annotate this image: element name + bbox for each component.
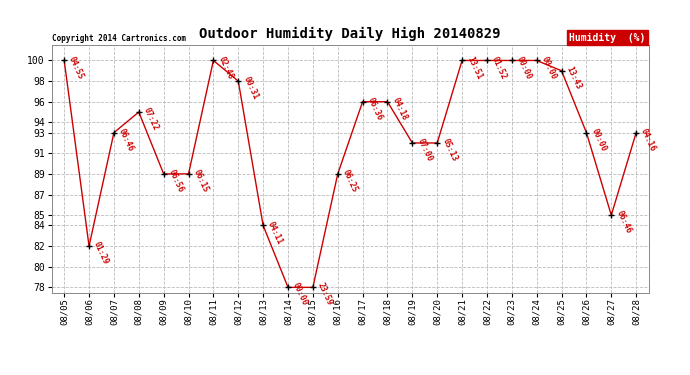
Title: Outdoor Humidity Daily High 20140829: Outdoor Humidity Daily High 20140829 [199,27,501,41]
Text: 00:00: 00:00 [515,55,533,81]
Text: 06:46: 06:46 [614,209,633,235]
Text: 01:52: 01:52 [490,55,509,81]
Text: 04:55: 04:55 [67,55,86,81]
Text: 06:25: 06:25 [341,168,359,194]
Text: 04:18: 04:18 [391,96,409,122]
Text: 00:31: 00:31 [241,75,259,101]
Text: 05:13: 05:13 [440,137,459,163]
Text: 06:56: 06:56 [167,168,185,194]
Text: 06:46: 06:46 [117,127,135,153]
Text: 02:48: 02:48 [217,55,235,81]
Text: 07:22: 07:22 [141,106,160,132]
Text: 04:16: 04:16 [639,127,658,153]
Text: 07:00: 07:00 [415,137,434,163]
Text: 23:59: 23:59 [316,282,335,308]
Text: 00:00: 00:00 [589,127,608,153]
Text: 00:00: 00:00 [540,55,558,81]
Text: 01:29: 01:29 [92,240,110,266]
Text: Humidity  (%): Humidity (%) [569,33,646,42]
Text: 00:00: 00:00 [291,282,309,308]
Text: 13:51: 13:51 [465,55,484,81]
Text: 04:11: 04:11 [266,220,284,246]
Text: 13:43: 13:43 [564,65,583,91]
Text: 06:15: 06:15 [192,168,210,194]
Text: 06:36: 06:36 [366,96,384,122]
Text: Copyright 2014 Cartronics.com: Copyright 2014 Cartronics.com [52,33,186,42]
